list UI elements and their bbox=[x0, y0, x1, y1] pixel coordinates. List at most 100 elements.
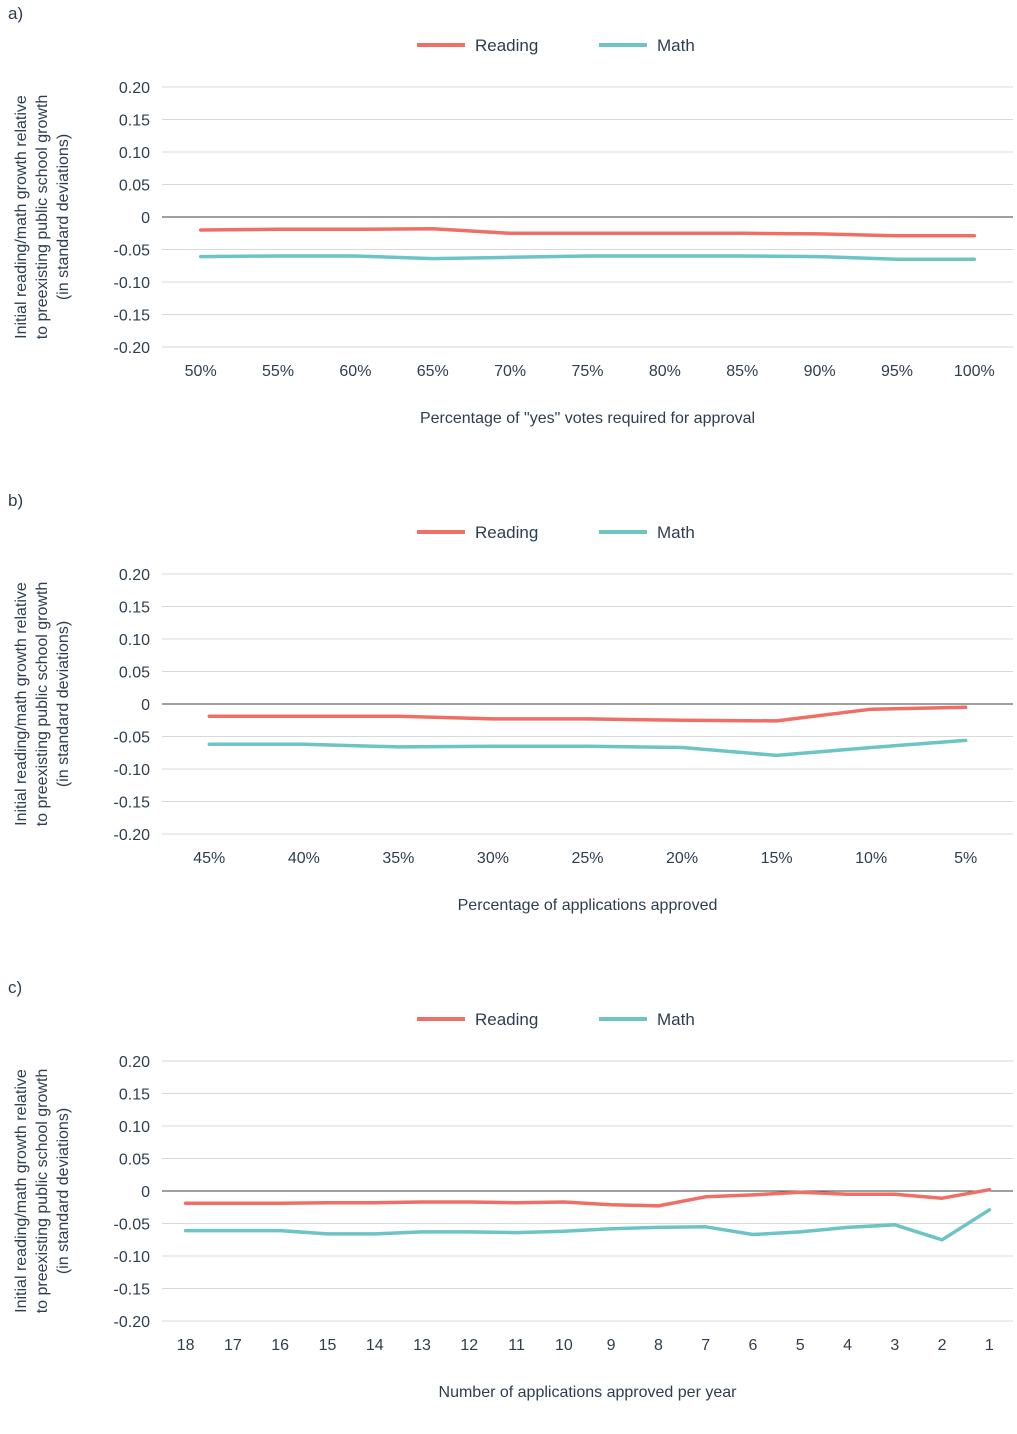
legend-label-reading: Reading bbox=[475, 36, 538, 55]
x-tick-label: 10% bbox=[855, 850, 887, 867]
legend-label-math: Math bbox=[657, 36, 695, 55]
y-axis-title-line: (in standard deviations) bbox=[55, 134, 72, 300]
y-axis-title: Initial reading/math growth relative to p… bbox=[13, 582, 72, 827]
y-tick-label: 0.10 bbox=[119, 632, 150, 649]
y-tick-label: 0.10 bbox=[119, 145, 150, 162]
series-line-math bbox=[198, 254, 977, 262]
y-axis-title-line: (in standard deviations) bbox=[55, 621, 72, 787]
y-axis-title-line: (in standard deviations) bbox=[55, 1108, 72, 1274]
legend-label-reading: Reading bbox=[475, 523, 538, 542]
x-tick-label: 6 bbox=[749, 1337, 758, 1354]
x-tick-label: 14 bbox=[366, 1337, 384, 1354]
y-tick-label: -0.15 bbox=[114, 1282, 151, 1299]
x-axis-title: Percentage of "yes" votes required for a… bbox=[420, 410, 755, 427]
chart-panel-b: b) Reading Math 0.20 0.15 0.10 0.05 0 -0.05 -0.1… bbox=[0, 487, 1017, 947]
x-tick-label: 20% bbox=[666, 850, 698, 867]
series-line-math bbox=[207, 738, 968, 758]
legend-label-math: Math bbox=[657, 523, 695, 542]
y-axis-title: Initial reading/math growth relative to p… bbox=[13, 95, 72, 340]
y-tick-label: -0.05 bbox=[114, 1217, 151, 1234]
x-tick-label: 75% bbox=[571, 363, 603, 380]
x-tick-label: 8 bbox=[654, 1337, 663, 1354]
y-tick-label: -0.15 bbox=[114, 795, 151, 812]
x-tick-label: 9 bbox=[607, 1337, 616, 1354]
y-tick-label: -0.05 bbox=[114, 243, 151, 260]
y-axis-title-line: to preexisting public school growth bbox=[34, 95, 51, 340]
x-tick-label: 15% bbox=[761, 850, 793, 867]
x-tick-label: 3 bbox=[890, 1337, 899, 1354]
x-tick-label: 45% bbox=[193, 850, 225, 867]
legend: Reading Math bbox=[417, 1010, 695, 1029]
y-tick-label: 0.10 bbox=[119, 1119, 150, 1136]
y-tick-label: 0 bbox=[141, 697, 150, 714]
y-tick-label: -0.10 bbox=[114, 1249, 151, 1266]
y-tick-label: 0.20 bbox=[119, 80, 150, 97]
y-tick-label: 0 bbox=[141, 1184, 150, 1201]
x-tick-label: 30% bbox=[477, 850, 509, 867]
x-tick-label: 50% bbox=[185, 363, 217, 380]
y-tick-label: -0.10 bbox=[114, 275, 151, 292]
y-tick-label: -0.20 bbox=[114, 340, 151, 357]
x-tick-label: 10 bbox=[555, 1337, 573, 1354]
y-tick-label: 0 bbox=[141, 210, 150, 227]
line-chart-c: Reading Math 0.20 0.15 0.10 0.05 0 -0.05 -0.10 -0… bbox=[13, 1010, 1013, 1401]
x-tick-label: 55% bbox=[262, 363, 294, 380]
legend-label-math: Math bbox=[657, 1010, 695, 1029]
x-tick-label: 80% bbox=[649, 363, 681, 380]
panel-label: c) bbox=[8, 978, 23, 997]
x-tick-label: 85% bbox=[726, 363, 758, 380]
x-tick-label: 90% bbox=[804, 363, 836, 380]
x-tick-label: 7 bbox=[701, 1337, 710, 1354]
x-tick-label: 16 bbox=[271, 1337, 289, 1354]
panel-label: a) bbox=[8, 4, 24, 23]
y-axis-title-line: to preexisting public school growth bbox=[34, 582, 51, 827]
chart-panel-a: a) Reading Math 0.20 0.15 0.10 0.05 0 -0.05 -0.1… bbox=[0, 0, 1017, 460]
x-tick-label: 95% bbox=[881, 363, 913, 380]
x-tick-label: 60% bbox=[339, 363, 371, 380]
x-tick-label: 11 bbox=[508, 1337, 525, 1354]
legend: Reading Math bbox=[417, 523, 695, 542]
y-tick-label: -0.20 bbox=[114, 1314, 151, 1331]
x-tick-label: 5% bbox=[954, 850, 977, 867]
y-axis-title-line: Initial reading/math growth relative bbox=[13, 95, 30, 339]
x-tick-label: 35% bbox=[382, 850, 414, 867]
x-tick-label: 17 bbox=[224, 1337, 242, 1354]
x-tick-label: 40% bbox=[288, 850, 320, 867]
legend: Reading Math bbox=[417, 36, 695, 55]
y-tick-label: 0.15 bbox=[119, 600, 150, 617]
x-tick-label: 15 bbox=[319, 1337, 337, 1354]
x-tick-label: 70% bbox=[494, 363, 526, 380]
y-tick-label: 0.05 bbox=[119, 1152, 150, 1169]
y-axis-title-line: to preexisting public school growth bbox=[34, 1069, 51, 1314]
x-tick-label: 13 bbox=[413, 1337, 431, 1354]
y-tick-label: -0.15 bbox=[114, 308, 151, 325]
x-tick-label: 1 bbox=[985, 1337, 994, 1354]
series-line-math bbox=[183, 1208, 992, 1242]
line-chart-a: Reading Math 0.20 0.15 0.10 0.05 0 -0.05 -0.10 -0… bbox=[13, 36, 1013, 427]
x-axis-title: Number of applications approved per year bbox=[439, 1384, 738, 1401]
x-tick-label: 2 bbox=[938, 1337, 947, 1354]
x-tick-label: 65% bbox=[417, 363, 449, 380]
x-tick-label: 25% bbox=[571, 850, 603, 867]
y-tick-label: 0.05 bbox=[119, 665, 150, 682]
legend-label-reading: Reading bbox=[475, 1010, 538, 1029]
chart-panel-c: c) Reading Math 0.20 0.15 0.10 0.05 0 -0.05 -0.1… bbox=[0, 974, 1017, 1434]
x-axis-title: Percentage of applications approved bbox=[458, 897, 718, 914]
series-line-reading bbox=[183, 1187, 992, 1208]
series-line-reading bbox=[207, 705, 968, 723]
x-tick-label: 100% bbox=[954, 363, 995, 380]
y-tick-label: -0.05 bbox=[114, 730, 151, 747]
x-tick-label: 5 bbox=[796, 1337, 805, 1354]
x-tick-label: 12 bbox=[460, 1337, 478, 1354]
panel-label: b) bbox=[8, 491, 24, 510]
y-axis-title: Initial reading/math growth relative to p… bbox=[13, 1069, 72, 1314]
y-tick-label: -0.20 bbox=[114, 827, 151, 844]
x-tick-label: 4 bbox=[843, 1337, 852, 1354]
y-tick-label: 0.15 bbox=[119, 1087, 150, 1104]
y-axis-title-line: Initial reading/math growth relative bbox=[13, 582, 30, 826]
y-tick-label: 0.15 bbox=[119, 113, 150, 130]
y-axis-title-line: Initial reading/math growth relative bbox=[13, 1069, 30, 1313]
y-tick-label: 0.20 bbox=[119, 1054, 150, 1071]
y-tick-label: -0.10 bbox=[114, 762, 151, 779]
y-tick-label: 0.05 bbox=[119, 178, 150, 195]
